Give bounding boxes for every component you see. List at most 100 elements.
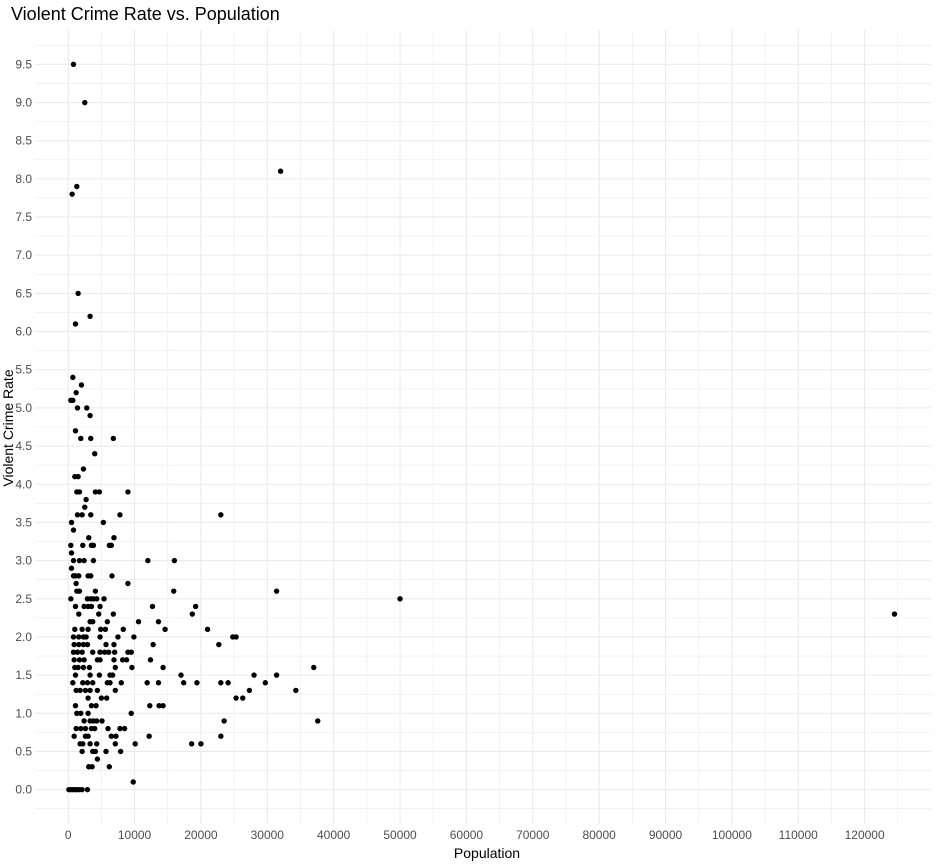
data-point [75,290,81,297]
data-point [74,183,80,190]
data-point [160,702,166,709]
data-point [240,695,246,701]
y-tick-label: 2.0 [15,630,32,644]
data-point [90,557,97,564]
data-point [69,191,75,197]
data-point [162,626,168,633]
data-point [70,557,77,564]
data-point [72,702,79,709]
data-point [96,489,103,495]
data-point [87,672,93,678]
data-point [189,611,195,617]
data-point [115,634,121,640]
data-point [79,786,85,793]
data-point [188,741,195,747]
data-point [99,718,105,724]
data-point [85,626,91,633]
data-point [82,725,89,732]
data-point [90,618,96,625]
data-point [75,473,81,480]
data-point [68,542,74,549]
data-point [277,168,284,174]
data-point [147,657,154,663]
data-point [117,512,123,518]
data-point [204,626,211,633]
data-point [68,519,75,526]
data-point [87,741,93,747]
data-point [87,313,93,319]
data-point [120,626,126,633]
data-point [76,557,83,564]
data-point [72,428,79,434]
data-point [78,725,84,732]
data-point [81,603,87,610]
data-point [90,680,96,686]
data-point [155,618,162,625]
y-tick-label: 7.0 [15,248,32,262]
data-point [73,389,79,396]
data-point [80,664,87,671]
data-point [273,672,280,678]
data-point [108,733,115,739]
data-point [109,573,115,579]
data-point [397,596,403,602]
data-point [82,687,89,694]
data-point [80,466,87,472]
data-point [125,489,131,495]
data-point [147,702,153,709]
data-point [123,657,130,663]
data-point [74,649,81,655]
data-point [78,710,84,716]
data-point [72,672,79,678]
data-point [891,611,898,617]
data-point [84,786,91,793]
data-point [96,672,103,678]
data-point [86,535,92,541]
data-point [73,725,79,732]
data-point [80,741,86,747]
data-point [135,618,142,625]
data-point [82,504,88,510]
data-point [68,550,75,556]
data-point [81,718,87,724]
data-point [76,489,83,495]
data-point [75,664,81,671]
y-tick-label: 3.5 [15,515,32,529]
data-point [92,588,99,594]
data-point [155,680,162,686]
data-point [132,741,138,747]
data-point [98,626,104,633]
data-point [88,702,95,709]
data-point [198,741,204,747]
data-point [71,641,77,648]
data-point [94,756,101,762]
data-point [79,626,85,633]
data-point [293,687,299,694]
data-point [117,725,123,732]
data-point [72,321,79,327]
data-point [78,382,85,388]
data-point [107,680,113,686]
data-point [103,748,109,755]
data-point [192,603,199,610]
y-tick-label: 1.0 [15,706,32,720]
data-point [87,412,93,419]
data-point [76,657,83,663]
data-point [70,680,76,686]
data-point [105,725,111,732]
data-points [66,61,898,793]
data-point [94,718,100,724]
data-point [113,733,119,739]
y-tick-label: 8.5 [15,134,32,148]
data-point [72,603,79,610]
data-point [89,764,95,770]
data-point [221,718,227,724]
x-axis-ticks: 0 10000 20000 30000 40000 50000 60000 70000 8000… [65,828,885,842]
data-point [80,641,87,648]
y-tick-label: 7.5 [15,210,32,224]
data-point [273,588,280,594]
data-point [233,634,239,640]
x-tick-label: 20000 [184,828,218,842]
data-point [84,680,91,686]
